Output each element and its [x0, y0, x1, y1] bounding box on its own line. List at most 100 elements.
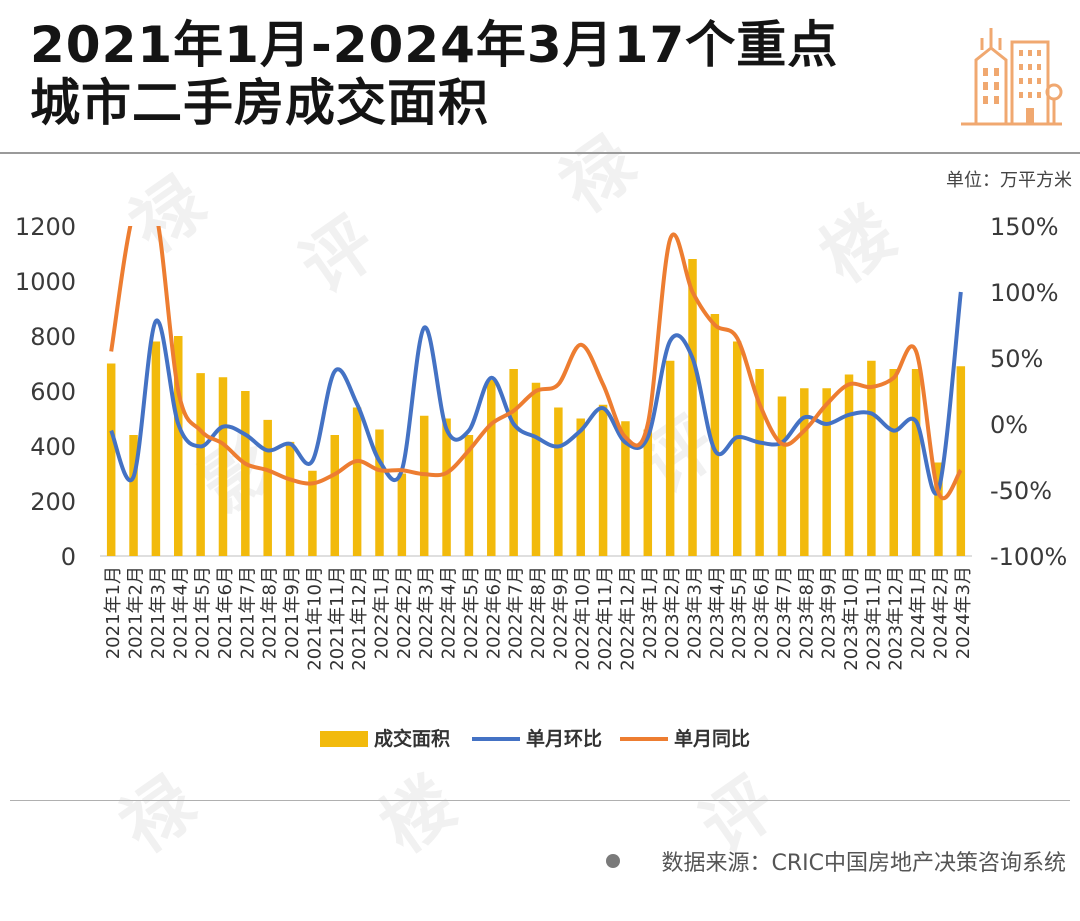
x-tick-label: 2023年2月	[662, 566, 683, 659]
y-left-tick-label: 0	[61, 543, 76, 571]
x-tick-label: 2022年4月	[439, 566, 460, 659]
bar	[487, 380, 496, 556]
bar	[934, 462, 943, 556]
bar	[263, 419, 272, 556]
x-tick-label: 2021年8月	[260, 566, 281, 659]
x-tick-label: 2023年7月	[774, 566, 795, 659]
x-tick-label: 2024年1月	[908, 566, 929, 659]
mom-series-line	[109, 291, 963, 496]
x-tick-label: 2023年6月	[752, 566, 773, 659]
y-right-tick-label: 150%	[990, 213, 1059, 241]
x-tick-label: 2023年9月	[819, 566, 840, 659]
unit-label: 单位：万平方米	[946, 170, 1072, 191]
y-right-tick-label: 50%	[990, 345, 1043, 373]
x-tick-label: 2022年5月	[461, 566, 482, 659]
bar	[375, 429, 384, 556]
yoy-series-line	[109, 226, 963, 501]
top-divider	[0, 152, 1080, 154]
bar	[174, 336, 183, 556]
x-tick-label: 2021年3月	[148, 566, 169, 659]
x-tick-label: 2023年5月	[729, 566, 750, 659]
x-tick-label: 2021年2月	[126, 566, 147, 659]
x-tick-label: 2022年9月	[550, 566, 571, 659]
x-tick-label: 2022年10月	[573, 566, 594, 671]
bar	[889, 369, 898, 556]
x-tick-label: 2022年7月	[506, 566, 527, 659]
bar	[956, 366, 966, 556]
bar	[598, 404, 608, 556]
x-tick-label: 2022年11月	[595, 566, 616, 671]
x-tick-label: 2021年6月	[215, 566, 236, 659]
bar	[442, 418, 451, 556]
bar	[688, 259, 697, 556]
x-tick-label: 2021年1月	[103, 566, 124, 659]
y-right-tick-label: 100%	[990, 279, 1059, 307]
x-tick-label: 2022年2月	[394, 566, 415, 659]
y-left-tick-label: 200	[30, 488, 76, 516]
bar	[576, 418, 585, 556]
y-left-tick-label: 1200	[15, 213, 76, 241]
bar	[643, 429, 653, 556]
bar	[352, 407, 362, 556]
bar	[308, 470, 317, 556]
bar	[285, 441, 295, 556]
bar	[397, 473, 407, 556]
y-left-tick-label: 600	[30, 378, 76, 406]
x-tick-label: 2023年10月	[841, 566, 862, 671]
y-right-tick-label: -50%	[990, 477, 1052, 505]
bar	[822, 388, 831, 556]
bar	[800, 388, 809, 556]
x-tick-label: 2021年10月	[304, 566, 325, 671]
title-line-1: 2021年1月-2024年3月17个重点	[30, 16, 839, 74]
bar	[531, 382, 541, 556]
x-tick-label: 2022年1月	[371, 566, 392, 659]
x-tick-label: 2022年12月	[617, 566, 638, 671]
x-tick-label: 2021年7月	[237, 566, 258, 659]
bar	[330, 435, 340, 556]
legend-label: 单月环比	[526, 727, 602, 750]
bar	[844, 374, 854, 556]
building-icon	[961, 28, 1063, 126]
x-tick-label: 2022年6月	[483, 566, 504, 659]
x-tick-label: 2023年12月	[886, 566, 907, 671]
x-tick-label: 2023年8月	[796, 566, 817, 659]
source-note: 数据来源：CRIC中国房地产决策咨询系统	[605, 845, 1067, 877]
title-line-2: 城市二手房成交面积	[30, 74, 489, 132]
y-left-tick-label: 1000	[15, 268, 76, 296]
y-right-tick-label: -100%	[990, 543, 1067, 571]
bar	[196, 373, 205, 556]
bar	[129, 435, 138, 556]
y-right-tick-label: 0%	[990, 411, 1028, 439]
bar	[464, 435, 474, 556]
x-tick-label: 2022年3月	[416, 566, 437, 659]
x-tick-label: 2023年11月	[863, 566, 884, 671]
legend-label: 单月同比	[674, 727, 750, 750]
y-left-tick-label: 800	[30, 323, 76, 351]
legend-label: 成交面积	[374, 727, 450, 750]
x-tick-label: 2023年4月	[707, 566, 728, 659]
page-title: 2021年1月-2024年3月17个重点 城市二手房成交面积	[30, 16, 838, 132]
bar	[867, 360, 876, 556]
x-tick-label: 2023年1月	[640, 566, 661, 659]
x-tick-label: 2021年9月	[282, 566, 303, 659]
bar	[106, 363, 116, 556]
x-tick-label: 2022年8月	[528, 566, 549, 659]
x-tick-label: 2023年3月	[685, 566, 706, 659]
legend-swatch-bar	[320, 731, 368, 747]
bar	[665, 360, 675, 556]
bar	[621, 421, 630, 556]
chart: 0 200 400 600 800 1000 1200 -100% -50% 0% 50% 100% 1…	[15, 213, 1067, 750]
bar	[732, 341, 742, 556]
bar	[911, 369, 921, 556]
y-left-tick-label: 400	[30, 433, 76, 461]
bar	[151, 341, 161, 556]
bar	[241, 391, 250, 556]
x-tick-label: 2021年4月	[170, 566, 191, 659]
x-tick-label: 2024年3月	[953, 566, 974, 659]
source-text: 数据来源：CRIC中国房地产决策咨询系统	[661, 851, 1067, 876]
bar	[509, 369, 518, 556]
bar	[554, 407, 563, 556]
x-tick-label: 2021年5月	[193, 566, 214, 659]
bottom-divider	[10, 800, 1070, 801]
bar	[710, 314, 720, 556]
